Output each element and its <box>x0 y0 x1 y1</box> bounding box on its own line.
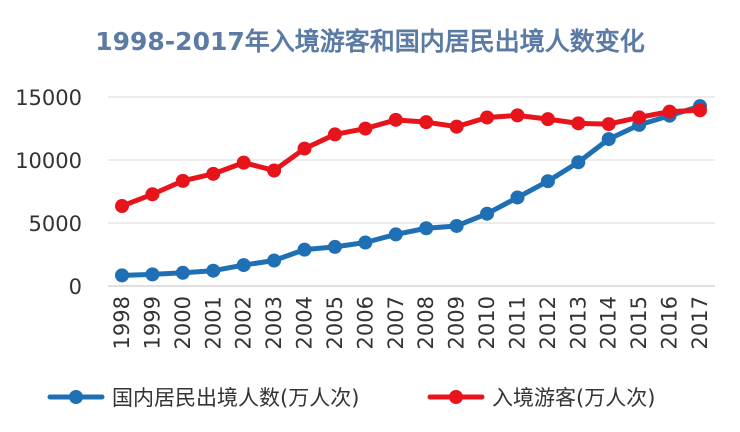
data-point <box>449 218 464 233</box>
data-point <box>297 141 312 156</box>
data-point <box>327 239 342 254</box>
data-point <box>175 265 190 280</box>
y-tick-label: 0 <box>69 275 82 299</box>
data-point <box>571 155 586 170</box>
data-point <box>115 268 129 283</box>
x-tick-label: 2017 <box>688 296 712 349</box>
x-tick-label: 2014 <box>597 296 621 349</box>
data-point <box>662 104 677 119</box>
y-tick-label: 5000 <box>29 212 82 236</box>
x-tick-label: 2015 <box>627 296 651 349</box>
x-tick-label: 2001 <box>201 296 225 349</box>
data-point <box>571 116 586 131</box>
x-tick-label: 2006 <box>353 296 377 349</box>
data-point <box>358 235 373 250</box>
data-point <box>115 199 129 214</box>
x-tick-label: 2013 <box>566 296 590 349</box>
data-point <box>540 112 555 127</box>
data-point <box>236 155 251 170</box>
data-point <box>388 112 403 127</box>
gridlines <box>108 96 715 287</box>
data-point <box>540 174 555 189</box>
series-lines <box>115 99 707 283</box>
x-tick-label: 2011 <box>505 296 529 349</box>
chart-title: 1998-2017年入境游客和国内居民出境人数变化 <box>95 27 645 56</box>
x-tick-label: 2003 <box>262 296 286 349</box>
data-point <box>175 173 190 188</box>
y-tick-label: 15000 <box>15 86 82 110</box>
data-point <box>267 163 282 178</box>
data-point <box>297 242 312 257</box>
legend: 国内居民出境人数(万人次) 入境游客(万人次) <box>47 386 655 410</box>
data-point <box>632 110 647 125</box>
x-tick-label: 2012 <box>536 296 560 349</box>
data-point <box>510 190 525 205</box>
data-point <box>693 103 707 118</box>
legend-label-2: 入境游客(万人次) <box>492 386 655 410</box>
data-point <box>388 227 403 242</box>
series-line-1 <box>119 103 703 278</box>
x-axis-ticks: 1998 1999 2000 2001 2002 2003 2004 2005 2006 2007… <box>110 296 712 349</box>
x-tick-label: 2016 <box>658 296 682 349</box>
data-point <box>480 110 495 125</box>
data-point <box>601 132 616 147</box>
data-point <box>145 267 160 282</box>
legend-marker-2 <box>449 390 463 404</box>
data-point <box>601 117 616 132</box>
x-tick-label: 2002 <box>232 296 256 349</box>
data-point <box>419 221 434 236</box>
x-tick-label: 2004 <box>293 296 317 349</box>
x-tick-label: 1998 <box>110 296 134 349</box>
data-point <box>510 108 525 123</box>
data-point <box>327 127 342 142</box>
data-point <box>267 253 282 268</box>
x-tick-label: 2010 <box>475 296 499 349</box>
y-axis-ticks: 0 5000 10000 15000 <box>15 86 82 299</box>
data-point <box>358 121 373 136</box>
x-tick-label: 2009 <box>445 296 469 349</box>
data-point <box>206 263 221 278</box>
legend-label-1: 国内居民出境人数(万人次) <box>112 386 359 410</box>
x-tick-label: 1999 <box>140 296 164 349</box>
legend-marker-1 <box>69 390 83 404</box>
x-tick-label: 2007 <box>384 296 408 349</box>
data-point <box>449 119 464 134</box>
data-point <box>236 258 251 273</box>
y-tick-label: 10000 <box>15 149 82 173</box>
data-point <box>206 166 221 181</box>
x-tick-label: 2000 <box>171 296 195 349</box>
data-point <box>480 206 495 221</box>
x-tick-label: 2008 <box>414 296 438 349</box>
x-tick-label: 2005 <box>323 296 347 349</box>
data-point <box>419 115 434 130</box>
data-point <box>145 187 160 202</box>
